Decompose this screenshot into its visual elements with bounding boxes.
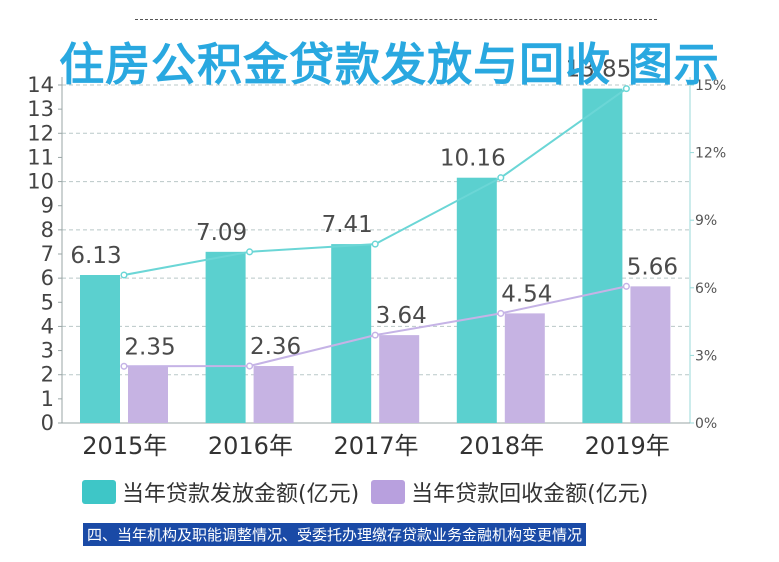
y-tick-label: 3 [41, 339, 54, 363]
x-tick-label: 2016年 [208, 432, 293, 460]
trend-line-recovered-point [371, 331, 379, 339]
chart-title: 住房公积金贷款发放与回收 图示 [59, 38, 720, 91]
trend-line-recovered-point [120, 362, 128, 370]
data-label-issued: 7.09 [196, 220, 247, 246]
bar-loan-recovered [128, 366, 168, 423]
bar-loan-issued [582, 88, 623, 423]
data-label-issued: 13.85 [565, 57, 631, 83]
data-label-issued: 6.13 [70, 243, 121, 269]
trend-line-issued-point [497, 174, 505, 182]
data-label-issued: 10.16 [440, 146, 506, 172]
trend-line-issued-point [246, 248, 254, 256]
y-tick-label: 6 [41, 266, 54, 290]
x-tick-label: 2015年 [82, 432, 167, 460]
legend: 当年贷款发放金额(亿元) 当年贷款回收金额(亿元) [82, 476, 660, 508]
trend-line-recovered-point [246, 362, 254, 370]
bar-loan-issued [80, 275, 120, 423]
y2-tick-label: 6% [695, 281, 717, 297]
x-tick-label: 2018年 [459, 432, 544, 460]
y-tick-label: 13 [27, 97, 54, 121]
bar-loan-recovered [379, 335, 420, 423]
bar-loan-issued [205, 251, 246, 423]
legend-swatch-loan-issued [82, 480, 116, 504]
trend-line-issued-point [622, 85, 630, 93]
data-label-issued: 7.41 [322, 212, 373, 238]
y2-tick-label: 12% [695, 146, 726, 162]
data-label-recovered: 2.36 [250, 334, 301, 360]
data-label-recovered: 3.64 [376, 303, 427, 329]
y-tick-label: 2 [41, 363, 54, 387]
y-tick-label: 14 [27, 73, 54, 97]
y2-tick-label: 0% [695, 416, 717, 432]
y2-tick-label: 9% [695, 213, 717, 229]
legend-label-loan-issued: 当年贷款发放金额(亿元) [122, 482, 360, 507]
trend-line-issued-point [371, 240, 379, 248]
bar-loan-issued [331, 244, 372, 423]
bar-loan-recovered [504, 313, 545, 423]
legend-item-loan-recovered[interactable]: 当年贷款回收金额(亿元) [371, 476, 648, 508]
legend-label-loan-recovered: 当年贷款回收金额(亿元) [411, 482, 649, 507]
y2-tick-label: 3% [695, 348, 717, 364]
x-tick-label: 2019年 [585, 432, 670, 460]
y-tick-label: 8 [41, 218, 54, 242]
bar-loan-recovered [253, 366, 294, 423]
y-tick-label: 9 [41, 194, 54, 218]
y-tick-label: 12 [27, 121, 54, 145]
trend-line-recovered-point [497, 309, 505, 317]
legend-swatch-loan-recovered [371, 480, 406, 504]
y-tick-label: 4 [41, 314, 54, 338]
x-tick-label: 2017年 [333, 432, 418, 460]
y-tick-label: 10 [27, 170, 54, 194]
section-heading-banner: 四、当年机构及职能调整情况、受委托办理缴存贷款业务金融机构变更情况 [83, 523, 587, 546]
top-dashed-rule [135, 19, 657, 20]
data-label-recovered: 2.35 [124, 334, 175, 360]
legend-item-loan-issued[interactable]: 当年贷款发放金额(亿元) [82, 476, 359, 508]
bar-loan-recovered [630, 286, 671, 423]
y-tick-label: 5 [41, 290, 54, 314]
y-tick-label: 1 [41, 387, 54, 411]
y-tick-label: 0 [41, 411, 54, 435]
data-label-recovered: 4.54 [501, 281, 552, 307]
bar-loan-issued [456, 177, 497, 423]
y2-tick-label: 15% [695, 78, 726, 94]
y-tick-label: 11 [27, 145, 54, 169]
data-label-recovered: 5.66 [627, 254, 678, 280]
y-tick-label: 7 [41, 242, 54, 266]
trend-line-issued-point [120, 271, 128, 279]
trend-line-recovered-point [622, 282, 630, 290]
